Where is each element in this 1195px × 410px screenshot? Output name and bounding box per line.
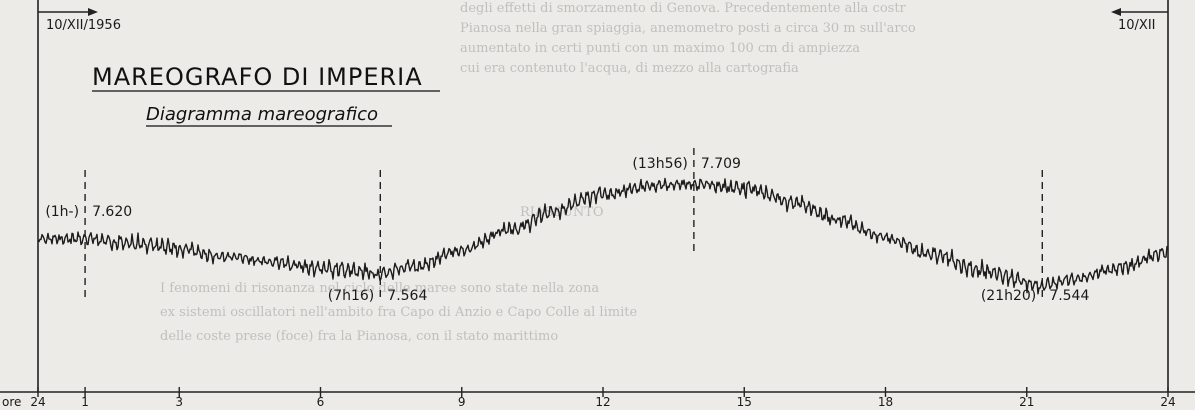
- chart-title: MAREOGRAFO DI IMPERIA: [92, 63, 423, 91]
- tide-line: [37, 177, 1169, 295]
- svg-text:delle coste prese (foce) fra l: delle coste prese (foce) fra la Pianosa,…: [160, 329, 558, 344]
- svg-text:Pianosa nella gran spiaggia, a: Pianosa nella gran spiaggia, anemometro …: [460, 21, 916, 36]
- x-tick-label: 6: [317, 395, 325, 409]
- x-tick-label: 15: [737, 395, 752, 409]
- x-tick-label: 1: [81, 395, 89, 409]
- annotation-time: (7h16): [328, 288, 375, 304]
- annotation-time: (1h-): [45, 204, 79, 220]
- bleed-through-text: degli effetti di smorzamento di Genova. …: [160, 1, 916, 344]
- date-start-label: 10/XII/1956: [46, 18, 121, 33]
- svg-text:degli effetti di smorzamento d: degli effetti di smorzamento di Genova. …: [460, 1, 907, 16]
- x-tick-label: 24: [30, 395, 45, 409]
- x-tick-label: 18: [878, 395, 893, 409]
- annotation-value: 7.564: [387, 288, 427, 304]
- chart-subtitle: Diagramma mareografico: [146, 104, 378, 125]
- x-axis-prefix: ore: [2, 395, 21, 409]
- svg-text:cui era contenuto l'acqua, di: cui era contenuto l'acqua, di mezzo alla…: [460, 61, 799, 76]
- date-end-marker: [1111, 8, 1168, 16]
- x-tick-label: 21: [1019, 395, 1034, 409]
- x-axis-ticks: 24 1 3 6 9 12 15 18 21 24: [30, 387, 1176, 409]
- x-tick-label: 3: [175, 395, 183, 409]
- date-end-label: 10/XII: [1118, 18, 1156, 33]
- x-tick-label: 9: [458, 395, 466, 409]
- svg-text:aumentato in certi punti con u: aumentato in certi punti con un maximo 1…: [460, 41, 860, 56]
- annotation-value: 7.620: [92, 204, 132, 220]
- annotation-time: (13h56): [632, 156, 687, 172]
- annotations: (1h-) 7.620 (7h16) 7.564 (13h56) 7.709 (21h20)…: [45, 148, 1089, 304]
- x-tick-label: 24: [1160, 395, 1175, 409]
- annotation-value: 7.709: [701, 156, 741, 172]
- date-start-marker: [38, 8, 98, 16]
- svg-text:ex sistemi oscillatori nell'am: ex sistemi oscillatori nell'ambito fra C…: [160, 305, 637, 320]
- annotation-time: (21h20): [981, 288, 1036, 304]
- x-tick-label: 12: [595, 395, 610, 409]
- svg-text:I fenomeni di risonanza nel ci: I fenomeni di risonanza nel ciclo delle …: [160, 281, 599, 296]
- annotation-value: 7.544: [1049, 288, 1089, 304]
